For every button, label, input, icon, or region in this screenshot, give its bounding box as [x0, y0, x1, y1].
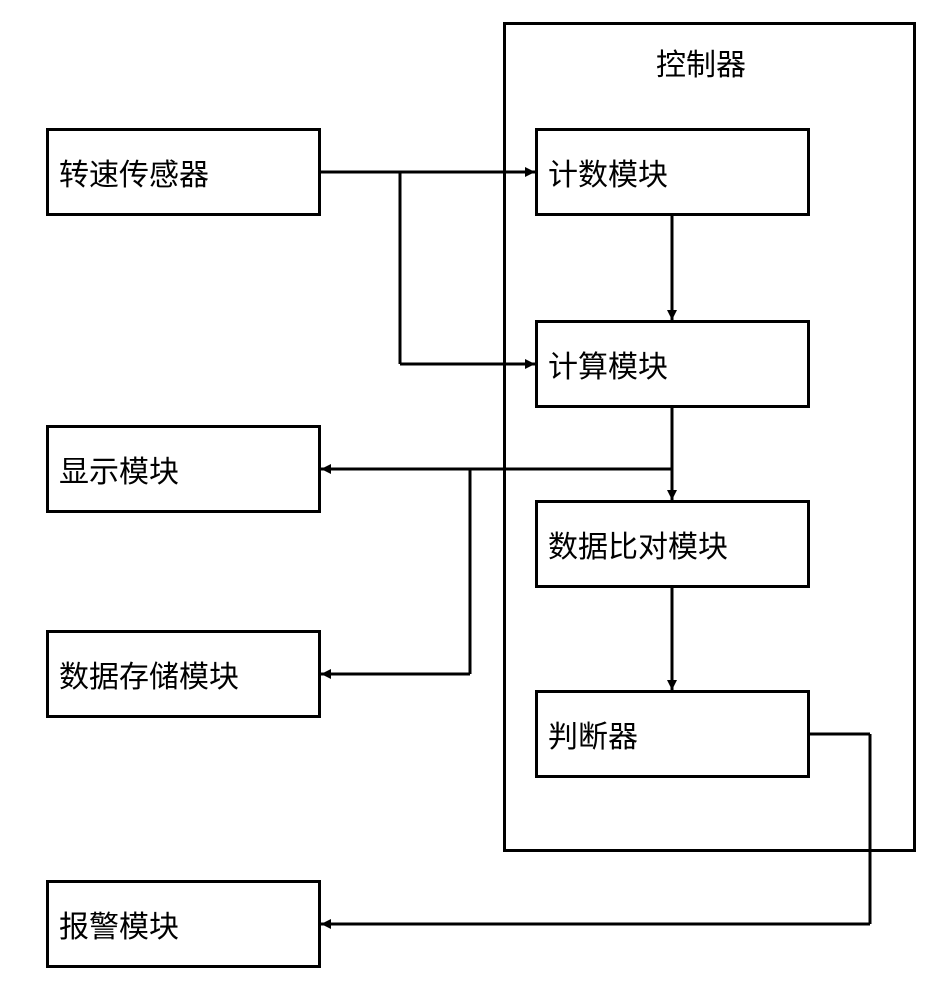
node-alarm: 报警模块	[46, 880, 321, 968]
node-judge-label: 判断器	[548, 712, 638, 756]
node-judge: 判断器	[535, 690, 810, 778]
node-compute-label: 计算模块	[548, 342, 668, 386]
node-counter-label: 计数模块	[548, 150, 668, 194]
node-display: 显示模块	[46, 425, 321, 513]
controller-title: 控制器	[656, 40, 746, 84]
node-sensor-label: 转速传感器	[59, 150, 209, 194]
node-counter: 计数模块	[535, 128, 810, 216]
node-sensor: 转速传感器	[46, 128, 321, 216]
node-display-label: 显示模块	[59, 447, 179, 491]
node-storage: 数据存储模块	[46, 630, 321, 718]
node-alarm-label: 报警模块	[59, 902, 179, 946]
node-compare-label: 数据比对模块	[548, 522, 728, 566]
node-compute: 计算模块	[535, 320, 810, 408]
node-compare: 数据比对模块	[535, 500, 810, 588]
node-storage-label: 数据存储模块	[59, 652, 239, 696]
